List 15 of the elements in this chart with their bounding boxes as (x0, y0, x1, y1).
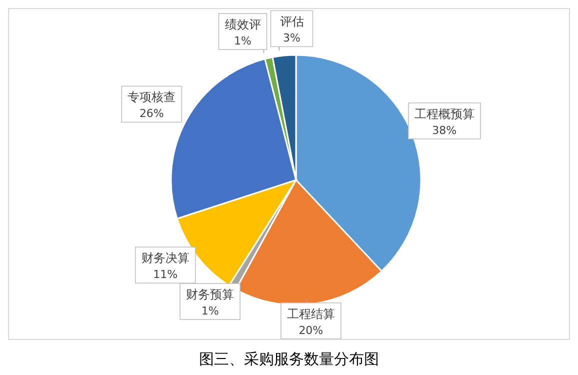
slice-label: 工程概预算 (414, 106, 474, 121)
data-label: 1% (201, 304, 219, 318)
slice-label: 工程结算 (286, 306, 335, 321)
slice-label: 绩效评 (224, 18, 261, 32)
slice-label: 评估 (280, 14, 304, 29)
slice-label: 财务决算 (141, 251, 190, 266)
slice-label: 财务预算 (186, 288, 234, 302)
data-label: 38% (432, 124, 457, 137)
data-label: 3% (283, 32, 300, 45)
data-label: 1% (234, 34, 252, 48)
data-label: 11% (153, 268, 178, 282)
slice-label: 专项核查 (128, 90, 176, 104)
data-label: 26% (139, 107, 164, 120)
data-label: 20% (298, 324, 324, 337)
text: 图三、采购服务数量分布图 (198, 350, 380, 369)
